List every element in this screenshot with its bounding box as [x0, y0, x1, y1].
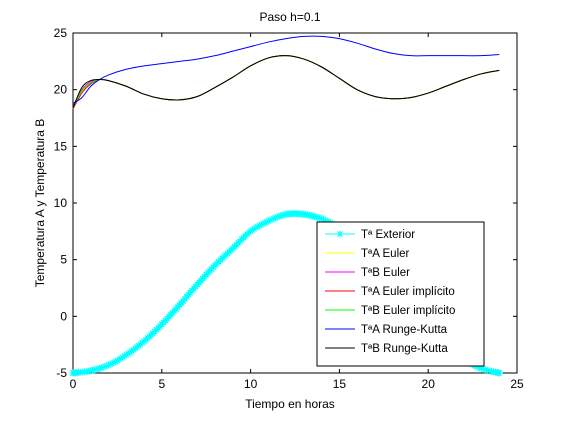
series-5-line: [72, 35, 500, 104]
y-tick-label: 0: [60, 309, 67, 323]
x-tick-label: 25: [510, 377, 524, 391]
y-tick-label: 25: [54, 26, 68, 40]
y-axis-label: Temperatura A y Temperatura B: [33, 119, 47, 288]
y-tick-label: -5: [56, 366, 67, 380]
y-tick-label: 20: [54, 83, 68, 97]
legend: Tª Exterior TªA Euler TªB Euler TªA Euler i…: [316, 221, 485, 367]
series-0-marker: [495, 369, 503, 377]
legend-marker-star: [336, 230, 344, 238]
legend-label: TªA Runge-Kutta: [361, 324, 448, 336]
legend-box: [316, 221, 485, 367]
x-tick-label: 20: [422, 377, 436, 391]
y-tick-label: 15: [54, 139, 68, 153]
x-tick-label: 0: [70, 377, 77, 391]
x-tick-label: 15: [333, 377, 347, 391]
x-axis-label: Tiempo en horas: [245, 397, 335, 411]
legend-label: TªA Euler: [361, 248, 410, 260]
legend-label: TªA Euler implícito: [361, 286, 455, 298]
series-6-line: [72, 55, 500, 108]
legend-label: TªB Euler implícito: [361, 305, 455, 317]
legend-label: Tª Exterior: [361, 229, 415, 241]
x-tick-label: 10: [244, 377, 258, 391]
y-tick-label: 10: [54, 196, 68, 210]
legend-label: TªB Euler: [361, 267, 410, 279]
x-tick-label: 5: [158, 377, 165, 391]
y-tick-label: 5: [60, 253, 67, 267]
chart-title: Paso h=0.1: [259, 10, 320, 24]
legend-label: TªB Runge-Kutta: [361, 343, 448, 355]
